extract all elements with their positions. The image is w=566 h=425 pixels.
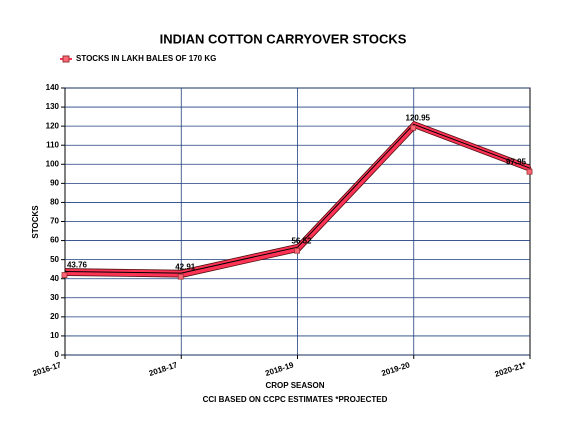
data-label: 56.52 <box>291 236 312 245</box>
y-tick-label: 130 <box>46 102 60 111</box>
x-tick-label: 2019-20 <box>380 360 411 378</box>
x-tick-label: 2016-17 <box>32 360 63 378</box>
y-tick-label: 100 <box>46 159 60 168</box>
y-tick-label: 70 <box>50 217 59 226</box>
legend-marker <box>62 55 70 63</box>
note: CCI BASED ON CCPC ESTIMATES *PROJECTED <box>203 395 388 404</box>
y-tick-label: 60 <box>50 236 59 245</box>
point-marker <box>526 168 533 175</box>
x-tick-label: 2018-17 <box>148 360 179 378</box>
data-label: 43.76 <box>67 261 88 270</box>
point-marker <box>294 247 300 254</box>
y-tick-label: 10 <box>50 331 59 340</box>
y-tick-label: 110 <box>46 140 59 149</box>
point-marker <box>177 273 184 280</box>
y-tick-label: 0 <box>55 350 60 359</box>
data-label: 97.95 <box>506 157 527 166</box>
y-tick-label: 40 <box>50 274 59 283</box>
chart-title: INDIAN COTTON CARRYOVER STOCKS <box>160 31 407 46</box>
x-axis-label: CROP SEASON <box>266 381 325 390</box>
y-tick-label: 140 <box>46 83 60 92</box>
y-tick-label: 20 <box>50 312 59 321</box>
line <box>64 123 531 274</box>
point-marker <box>410 124 417 131</box>
y-tick-label: 90 <box>50 178 59 187</box>
x-tick-label: 2018-19 <box>264 360 295 378</box>
y-tick-label: 120 <box>46 121 60 130</box>
y-tick-label: 50 <box>50 255 59 264</box>
data-label: 120.95 <box>406 113 431 122</box>
data-label: 42.91 <box>175 262 196 271</box>
y-axis-label: STOCKS <box>31 205 40 239</box>
y-tick-label: 30 <box>50 293 59 302</box>
x-tick-label: 2020-21* <box>494 360 529 379</box>
point-marker <box>61 272 68 278</box>
y-tick-label: 80 <box>50 198 59 207</box>
legend: STOCKS IN LAKH BALES OF 170 KG <box>60 54 216 63</box>
legend-label: STOCKS IN LAKH BALES OF 170 KG <box>76 54 216 63</box>
